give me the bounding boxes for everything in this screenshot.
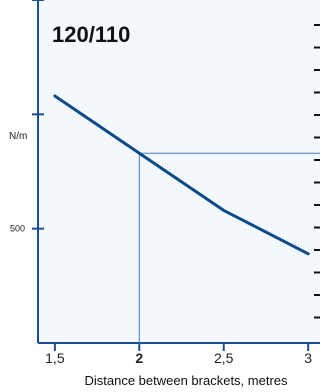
x-axis-ticks: 1,5 2 2,5 3 [45,343,312,366]
x-tick-label: 1,5 [45,350,65,366]
y-tick-label: 500 [10,224,25,234]
y-axis-ticks: 500 [10,0,44,234]
y-axis-label: N/m [9,131,27,142]
series-line [53,94,310,256]
x-tick-label: 3 [304,350,312,366]
right-edge-ticks [314,24,320,319]
chart-title: 120/110 [52,22,130,47]
x-axis-label: Distance between brackets, metres [84,373,288,388]
x-tick-label: 2,5 [214,350,234,366]
x-tick-label: 2 [135,350,143,366]
plot-area [38,0,320,343]
series-group [53,94,310,256]
reference-lines [138,152,320,343]
